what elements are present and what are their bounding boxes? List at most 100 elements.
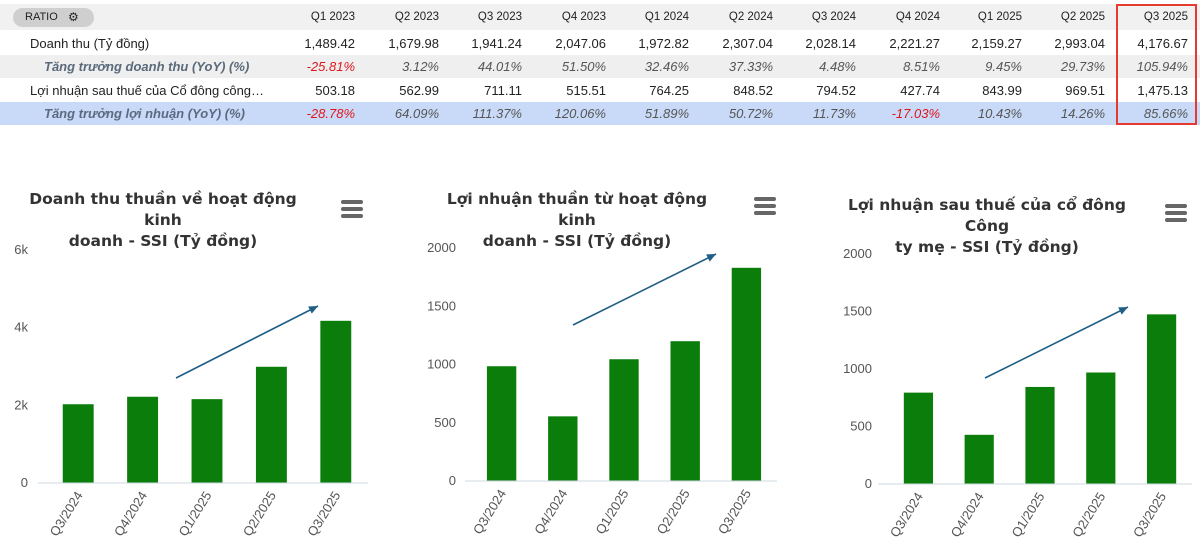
y-tick-label: 2000 [843,246,872,261]
x-tick-label: Q3/2025 [304,489,343,539]
y-tick-label: 4k [14,320,28,335]
bar[interactable] [1147,314,1177,484]
net-profit-chart: 0 500 1000 1500 2000 Q3/2024 Q4/2024 Q1/2025 Q2/… [800,170,1200,547]
table-cell: 2,028.14 [805,36,856,51]
gear-icon[interactable]: ⚙ [68,10,79,24]
row-label: Doanh thu (Tỷ đồng) [30,36,150,51]
revenue-chart: 0 2k 4k 6k Q3/2024 Q4/2024 Q1/2025 Q2/2025 Q3/20… [0,170,400,547]
bar[interactable] [62,404,94,483]
row-label: Tăng trưởng lợi nhuận (YoY) (%) [44,106,246,121]
bar[interactable] [609,359,639,481]
bar[interactable] [320,320,352,483]
table-row: Tăng trưởng doanh thu (YoY) (%) -25.81% 3.… [0,55,1200,78]
column-header: Q3 2025 [1143,11,1188,23]
y-tick-label: 0 [21,475,28,490]
hamburger-menu-icon[interactable] [1165,204,1187,222]
chart-title-line: Lợi nhuận thuần từ hoạt động kinh [446,190,708,229]
trend-arrow [175,305,319,379]
bar[interactable] [1086,372,1116,484]
x-tick-label: Q3/2025 [715,487,754,537]
x-tick-label: Q1/2025 [1008,490,1047,540]
row-label: Lợi nhuận sau thuế của Cổ đông công… [30,83,265,98]
table-cell: 764.25 [649,83,689,98]
table-header-row: RATIO ⚙ Q1 2023 Q2 2023 Q3 2023 Q4 2023 Q1 2… [0,4,1200,30]
table-cell: 51.50% [561,59,606,74]
ratio-toggle-button[interactable]: RATIO ⚙ [13,8,94,27]
y-tick-label: 500 [434,415,456,430]
chart-title-line: doanh - SSI (Tỷ đồng) [68,232,258,250]
hamburger-menu-icon[interactable] [754,197,776,215]
chart-title-line: doanh - SSI (Tỷ đồng) [482,232,672,250]
column-header: Q3 2024 [811,11,856,23]
column-header: Q4 2024 [895,11,940,23]
bar[interactable] [731,267,762,481]
y-tick-label: 0 [449,473,456,488]
hamburger-menu-icon[interactable] [341,200,363,218]
chart-plot: 0 500 1000 1500 2000 Q3/2024 Q4/2024 Q1/2025 Q2/… [427,240,777,537]
operating-profit-chart: 0 500 1000 1500 2000 Q3/2024 Q4/2024 Q1/2025 Q2/… [400,170,800,547]
bar[interactable] [486,366,517,481]
chart-title-line: Doanh thu thuần về hoạt động kinh [29,190,297,229]
x-tick-label: Q1/2025 [592,487,631,537]
ratio-label: RATIO [25,11,58,23]
trend-arrow [984,306,1129,379]
table-cell: 969.51 [1065,83,1105,98]
chart-title: Lợi nhuận sau thuế của cổ đông Công ty m… [837,195,1137,258]
y-tick-label: 1000 [843,361,872,376]
x-tick-label: Q4/2024 [948,490,987,540]
table-cell: 2,993.04 [1054,36,1105,51]
table-cell: 8.51% [903,59,940,74]
table-cell: 794.52 [816,83,856,98]
column-header: Q1 2025 [977,11,1022,23]
chart-title: Doanh thu thuần về hoạt động kinh doanh … [13,189,313,252]
column-header: Q2 2023 [394,11,439,23]
y-tick-label: 2k [14,397,28,412]
table-cell: 515.51 [566,83,606,98]
bar[interactable] [903,392,933,484]
chart-title: Lợi nhuận thuần từ hoạt động kinh doanh … [427,189,727,252]
table-cell: 711.11 [484,83,522,98]
table-cell: -28.78% [306,106,355,121]
table-cell: 32.46% [644,59,689,74]
trend-arrow-head [308,306,318,314]
table-cell: 111.37% [472,106,522,121]
bar[interactable] [1025,386,1055,484]
table-cell: 120.06% [554,106,606,121]
table-cell: 1,475.13 [1137,83,1188,98]
highlighted-column-frame [1116,4,1197,125]
table-cell: 1,679.98 [388,36,439,51]
table-cell: 1,941.24 [471,36,522,51]
bar[interactable] [255,366,287,483]
x-tick-label: Q4/2024 [531,487,570,537]
table-row: Tăng trưởng lợi nhuận (YoY) (%) -28.78% 64… [0,102,1200,125]
table-cell: 29.73% [1060,59,1105,74]
x-tick-label: Q2/2025 [1069,490,1108,540]
table-row: Lợi nhuận sau thuế của Cổ đông công… 503.… [0,79,1200,102]
y-tick-label: 2000 [427,240,456,255]
trend-arrow-head [706,254,716,262]
bar[interactable] [964,434,994,484]
bar[interactable] [127,396,159,483]
table-row: Doanh thu (Tỷ đồng) 1,489.42 1,679.98 1,941… [0,32,1200,55]
bar[interactable] [548,416,578,481]
table-cell: 2,307.04 [722,36,773,51]
x-tick-label: Q4/2024 [111,489,150,539]
chart-plot: 0 500 1000 1500 2000 Q3/2024 Q4/2024 Q1/2025 Q2/… [843,246,1192,540]
table-cell: 14.26% [1060,106,1105,121]
table-cell: 427.74 [900,83,940,98]
x-tick-label: Q3/2025 [1130,490,1169,540]
table-cell: 562.99 [399,83,439,98]
table-cell: 10.43% [977,106,1022,121]
x-tick-label: Q2/2025 [654,487,693,537]
table-cell: 44.01% [477,59,522,74]
column-header: Q3 2023 [477,11,522,23]
table-cell: 85.66% [1143,106,1188,121]
trend-arrow [572,253,717,326]
table-cell: 848.52 [733,83,773,98]
x-tick-label: Q2/2025 [240,489,279,539]
table-cell: 2,047.06 [555,36,606,51]
table-cell: 4,176.67 [1137,36,1188,51]
bar[interactable] [191,399,223,483]
x-tick-label: Q3/2024 [470,487,509,537]
bar[interactable] [670,341,700,481]
